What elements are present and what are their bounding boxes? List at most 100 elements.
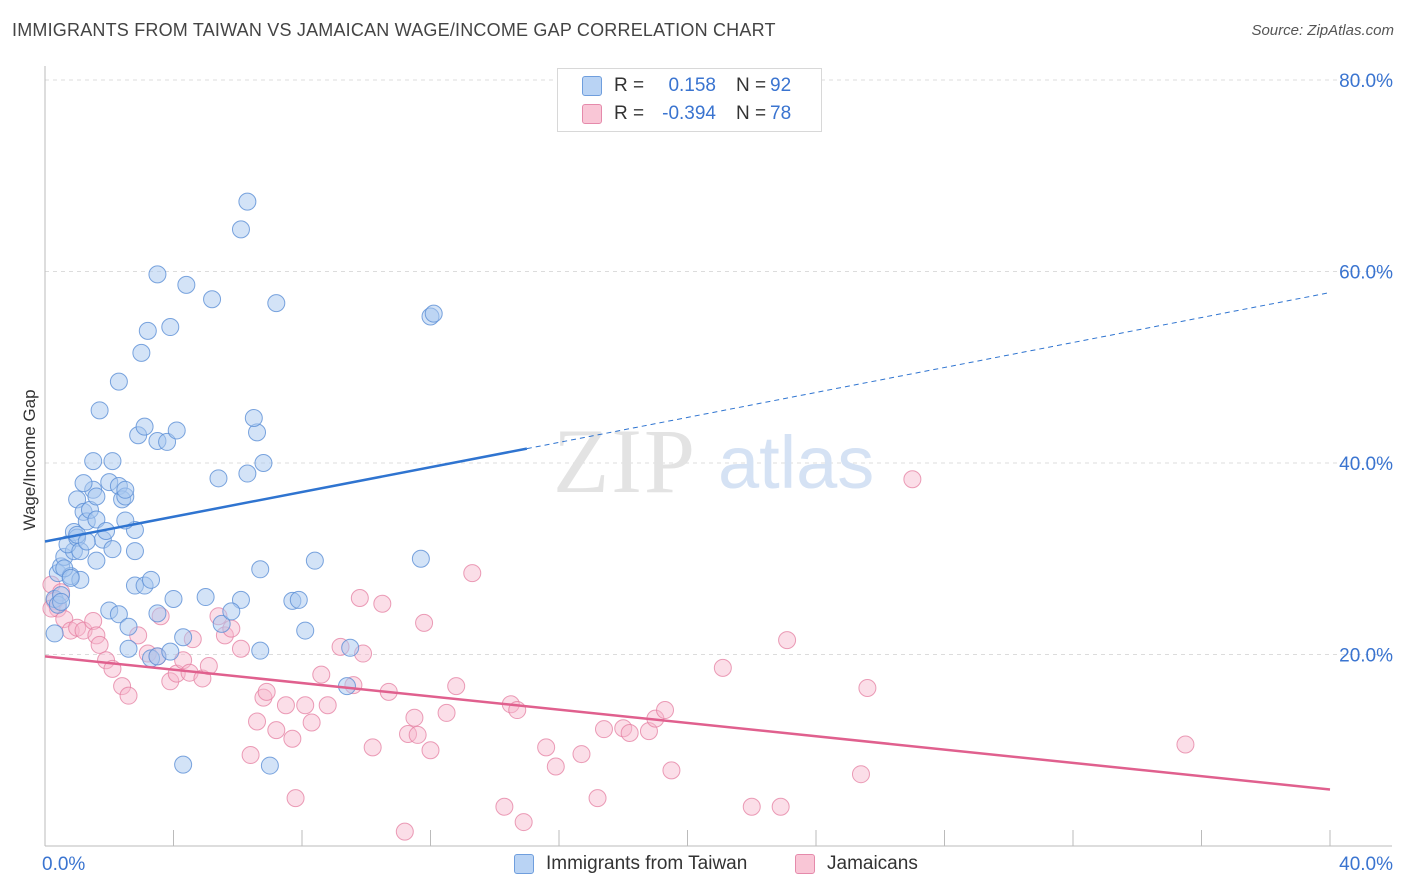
point-taiwan <box>296 621 315 640</box>
point-taiwan <box>132 343 151 362</box>
series-jamaicans-points <box>42 470 1195 841</box>
point-taiwan <box>289 590 308 609</box>
point-jamaicans <box>241 746 260 765</box>
legend-row-taiwan: R = 0.158 N = 92 <box>558 73 821 99</box>
point-taiwan <box>212 614 231 633</box>
point-taiwan <box>158 432 177 451</box>
point-jamaicans <box>90 635 109 654</box>
legend-n-label: N = <box>736 75 767 96</box>
axes <box>44 66 1392 847</box>
point-jamaicans <box>415 613 434 632</box>
point-jamaicans <box>662 761 681 780</box>
point-taiwan <box>244 408 263 427</box>
point-jamaicans <box>113 677 132 696</box>
point-taiwan <box>119 639 138 658</box>
point-jamaicans <box>495 797 514 816</box>
legend-r-label: R = <box>614 75 645 96</box>
legend-swatch-taiwan <box>514 854 534 874</box>
point-jamaicans <box>620 724 639 743</box>
point-taiwan <box>87 551 106 570</box>
point-taiwan <box>177 275 196 294</box>
point-taiwan <box>167 421 186 440</box>
legend-swatch-jamaicans <box>582 104 602 124</box>
point-taiwan <box>254 454 273 472</box>
point-jamaicans <box>778 631 797 650</box>
point-jamaicans <box>546 757 565 776</box>
point-jamaicans <box>286 789 305 808</box>
trend-lines <box>44 292 1331 791</box>
point-jamaicans <box>903 470 922 489</box>
point-taiwan <box>203 290 222 309</box>
legend-label-jamaicans: Jamaicans <box>827 853 918 874</box>
point-taiwan <box>119 617 138 636</box>
point-taiwan <box>231 220 250 239</box>
point-jamaicans <box>463 564 482 583</box>
point-taiwan <box>174 628 193 647</box>
series-taiwan-points <box>45 192 443 775</box>
point-jamaicans <box>514 813 533 832</box>
point-taiwan <box>148 604 167 623</box>
gridlines <box>45 79 1392 655</box>
point-taiwan <box>164 589 183 608</box>
point-jamaicans <box>283 729 302 748</box>
point-jamaicans <box>437 703 456 722</box>
point-taiwan <box>174 755 193 774</box>
point-taiwan <box>238 464 257 483</box>
point-taiwan <box>61 568 80 587</box>
point-taiwan <box>45 624 64 643</box>
point-jamaicans <box>771 797 790 816</box>
point-jamaicans <box>408 725 427 744</box>
y-tick-label: 80.0% <box>1339 71 1393 92</box>
watermark: ZIP atlas <box>553 410 874 512</box>
chart-title: IMMIGRANTS FROM TAIWAN VS JAMAICAN WAGE/… <box>12 20 776 40</box>
legend-r-label: R = <box>614 103 645 124</box>
watermark-zip: ZIP <box>553 410 697 512</box>
point-taiwan <box>411 549 430 568</box>
legend-n-value: 92 <box>770 75 792 96</box>
point-jamaicans <box>84 611 103 630</box>
y-tick-label: 60.0% <box>1339 263 1393 284</box>
point-taiwan <box>424 304 443 323</box>
point-taiwan <box>267 294 286 313</box>
point-taiwan <box>138 321 157 340</box>
point-taiwan <box>103 452 122 471</box>
legend-label-taiwan: Immigrants from Taiwan <box>546 853 748 874</box>
x-tick-label: 0.0% <box>42 854 85 875</box>
y-axis-label: Wage/Income Gap <box>20 389 39 531</box>
series-legend: Immigrants from Taiwan Jamaicans <box>0 852 1406 878</box>
point-jamaicans <box>302 713 321 732</box>
point-taiwan <box>74 474 93 493</box>
point-jamaicans <box>858 679 877 698</box>
point-taiwan <box>148 265 167 284</box>
source-credit: Source: ZipAtlas.com <box>1251 22 1394 39</box>
point-jamaicans <box>312 665 331 684</box>
point-jamaicans <box>119 686 138 705</box>
point-taiwan <box>341 638 360 657</box>
point-taiwan <box>90 401 109 420</box>
point-taiwan <box>116 480 135 499</box>
point-taiwan <box>84 452 103 471</box>
point-jamaicans <box>248 712 267 731</box>
point-taiwan <box>161 642 180 661</box>
point-taiwan <box>251 560 270 579</box>
point-jamaicans <box>318 696 337 715</box>
legend-swatch-jamaicans <box>795 854 815 874</box>
point-taiwan <box>125 542 144 561</box>
point-jamaicans <box>405 708 424 727</box>
point-taiwan <box>103 540 122 559</box>
point-jamaicans <box>373 594 392 613</box>
x-tick-label: 40.0% <box>1339 854 1393 875</box>
point-jamaicans <box>87 626 106 645</box>
point-jamaicans <box>399 724 418 743</box>
point-taiwan <box>109 605 128 624</box>
point-taiwan <box>87 487 106 506</box>
point-taiwan <box>238 192 257 211</box>
point-jamaicans <box>267 721 286 740</box>
point-jamaicans <box>447 677 466 696</box>
trend-line-taiwan <box>44 447 528 543</box>
legend-r-value: -0.394 <box>662 103 716 124</box>
legend-swatch-taiwan <box>582 76 602 96</box>
point-jamaicans <box>594 720 613 739</box>
watermark-atlas: atlas <box>718 421 874 504</box>
